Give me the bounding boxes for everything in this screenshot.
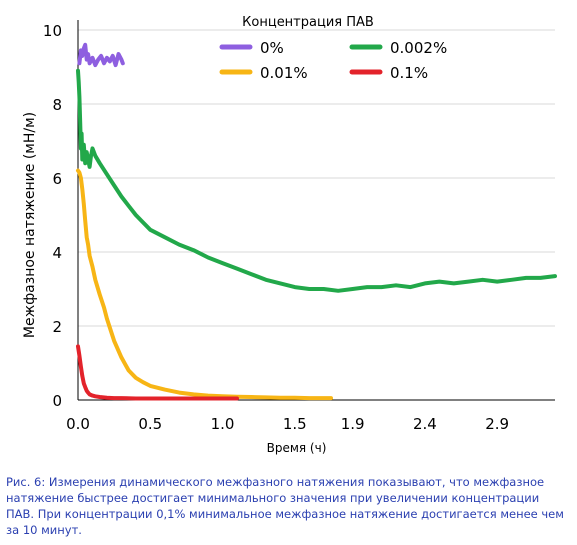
series-line-0.1% [76,344,239,401]
series-line-0.01% [76,168,333,401]
series-layer [76,42,557,401]
y-tick-label: 6 [52,170,62,188]
label-layer: 0 2 4 6 8 10 0.0 0.5 1.0 1.5 1.9 2.4 2.9 Время (ч) Меж… [22,22,509,455]
figure-caption: Рис. 6: Измерения динамического межфазно… [6,475,564,537]
axis-layer [77,20,555,401]
y-tick-label: 10 [43,22,62,40]
legend: Концентрация ПАВ 0% 0.002% 0.01% 0.1% [219,15,447,82]
series-line-0.002% [76,68,557,293]
x-tick-label: 1.9 [341,415,365,433]
grid-layer [78,29,555,327]
y-axis-label: Межфазное натяжение (мН/м) [22,112,38,338]
legend-label: 0.1% [390,64,428,82]
legend-label: 0% [260,39,284,57]
x-tick-label: 2.4 [413,415,437,433]
line-chart: 0 2 4 6 8 10 0.0 0.5 1.0 1.5 1.9 2.4 2.9 Время (ч) Меж… [22,15,557,455]
legend-label: 0.002% [390,39,447,57]
series-line-0% [77,42,125,68]
x-axis-label: Время (ч) [267,441,327,455]
legend-label: 0.01% [260,64,308,82]
x-tick-label: 1.5 [283,415,307,433]
x-tick-label: 0.5 [138,415,162,433]
y-tick-label: 2 [52,318,62,336]
legend-title: Концентрация ПАВ [242,15,374,30]
x-tick-label: 1.0 [211,415,235,433]
x-tick-label: 2.9 [485,415,509,433]
x-tick-label: 0.0 [66,415,90,433]
y-tick-label: 0 [52,392,62,410]
y-tick-label: 8 [52,96,62,114]
y-tick-label: 4 [52,244,62,262]
